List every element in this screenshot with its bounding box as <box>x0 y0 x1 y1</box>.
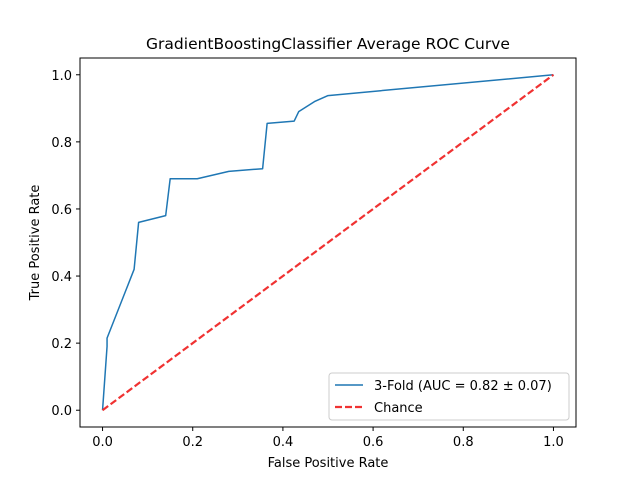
y-tick-label: 0.6 <box>51 203 72 218</box>
legend-entry-3fold: 3-Fold (AUC = 0.82 ± 0.07) <box>374 379 552 394</box>
x-tick-label: 1.0 <box>543 435 564 450</box>
legend-box <box>328 372 570 421</box>
x-axis-ticks: 0.0 0.2 0.4 0.6 0.8 1.0 <box>92 427 564 450</box>
legend-entry-chance: Chance <box>374 401 423 416</box>
x-tick-label: 0.6 <box>363 435 384 450</box>
y-tick-label: 0.8 <box>51 136 72 151</box>
x-axis-label: False Positive Rate <box>268 456 389 471</box>
chart-title: GradientBoostingClassifier Average ROC C… <box>146 35 510 53</box>
series-line-3fold <box>101 74 554 411</box>
y-tick-label: 1.0 <box>51 69 72 84</box>
x-tick-label: 0.2 <box>182 435 203 450</box>
x-tick-label: 0.4 <box>273 435 294 450</box>
series-line-chance <box>101 73 555 412</box>
y-tick-label: 0.4 <box>51 270 72 285</box>
y-axis-label: True Positive Rate <box>28 185 43 302</box>
legend: 3-Fold (AUC = 0.82 ± 0.07) Chance <box>328 372 570 421</box>
axes-frame <box>79 57 577 428</box>
x-tick-label: 0.0 <box>92 435 113 450</box>
y-axis-ticks: 0.0 0.2 0.4 0.6 0.8 1.0 <box>51 69 80 419</box>
y-tick-label: 0.0 <box>51 404 72 419</box>
y-tick-label: 0.2 <box>51 337 72 352</box>
plot-area <box>101 73 555 412</box>
x-tick-label: 0.8 <box>453 435 474 450</box>
